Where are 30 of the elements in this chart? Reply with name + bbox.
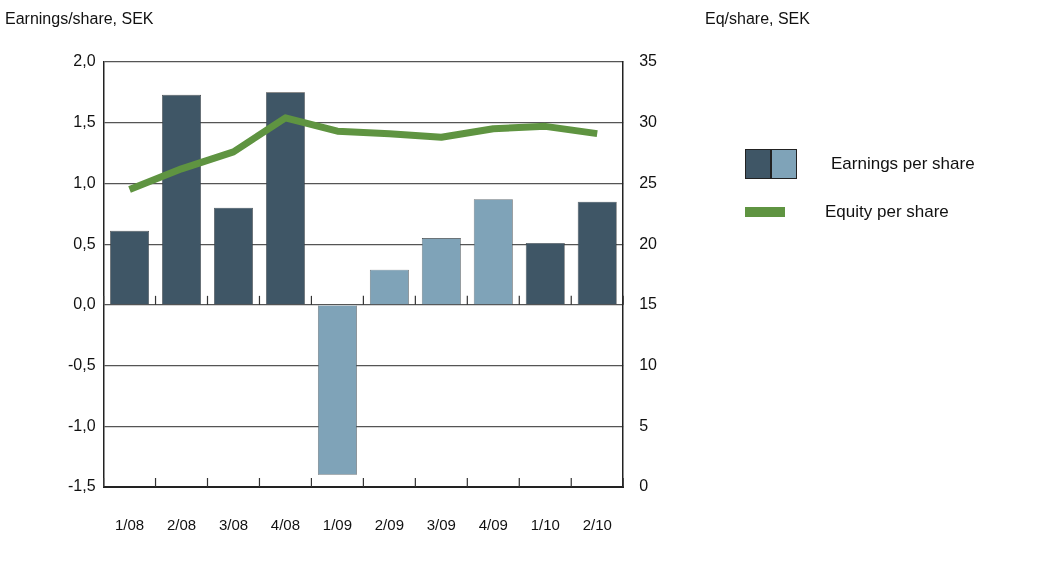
- x-tick-label: 4/09: [478, 516, 508, 534]
- y-tick-label: 1,5: [73, 113, 96, 131]
- legend-label: Earnings per share: [831, 154, 975, 174]
- x-tick-label: 2/09: [374, 516, 404, 534]
- y-tick-label: 0,0: [73, 295, 96, 313]
- y-tick-label: 1,0: [73, 173, 96, 191]
- legend-label: Equity per share: [825, 202, 949, 222]
- x-tick-label: 1/10: [530, 516, 560, 534]
- x-tick-label: 2/08: [166, 516, 197, 534]
- x-tick-label: 3/09: [426, 516, 456, 534]
- x-tick-label: 2/10: [582, 516, 612, 534]
- y2-axis-title: Eq/share, SEK: [705, 10, 810, 28]
- y2-tick-label: 5: [639, 416, 649, 434]
- y2-tick-label: 30: [639, 113, 658, 131]
- y-axis-title: Earnings/share, SEK: [5, 10, 154, 28]
- y2-tick-label: 15: [639, 295, 658, 313]
- x-tick-label: 1/08: [114, 516, 145, 534]
- y-tick-label: 0,5: [73, 234, 96, 252]
- y2-tick-label: 35: [639, 52, 658, 70]
- x-tick-label: 4/08: [270, 516, 301, 534]
- y-tick-label: -0,5: [67, 355, 96, 373]
- y-tick-label: -1,5: [67, 477, 96, 495]
- y2-tick-label: 10: [639, 355, 658, 373]
- y-tick-label: 2,0: [73, 52, 96, 70]
- x-tick-label: 1/09: [322, 516, 353, 534]
- y2-tick-label: 20: [639, 234, 658, 252]
- x-tick-label: 3/08: [218, 516, 249, 534]
- y2-tick-label: 25: [639, 173, 658, 191]
- y-tick-label: -1,0: [67, 416, 96, 434]
- y2-tick-label: 0: [639, 477, 649, 495]
